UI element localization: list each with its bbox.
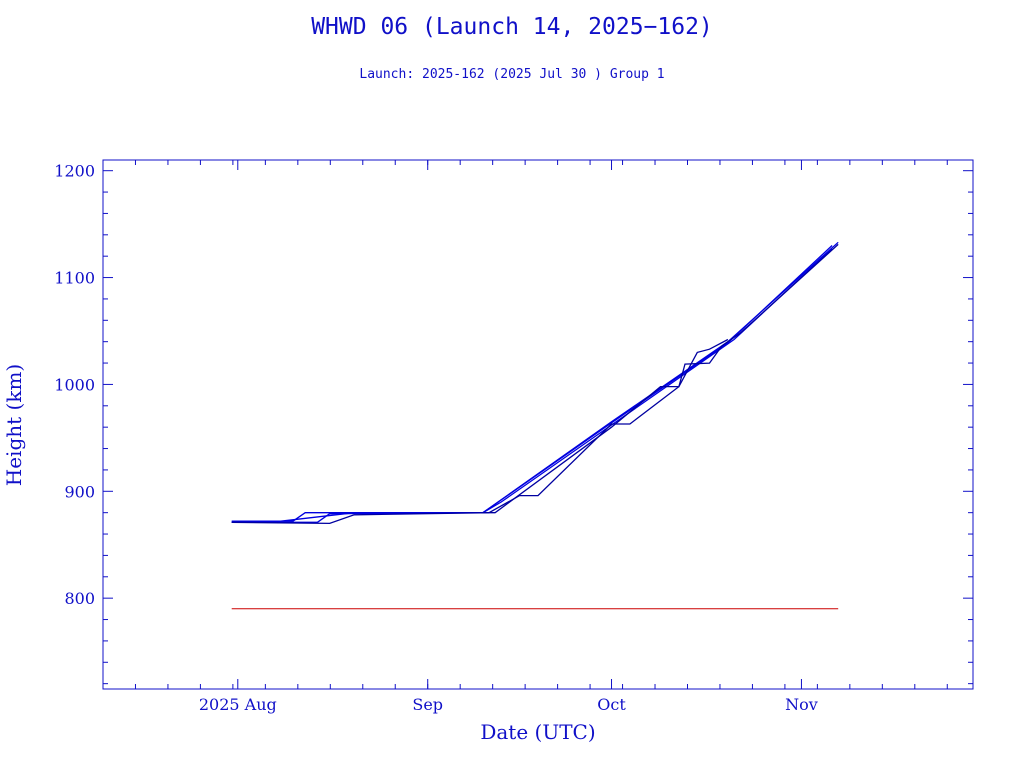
y-tick-label: 1000 — [54, 375, 95, 394]
series-line-object-5 — [482, 338, 729, 514]
series-line-object-3 — [231, 248, 833, 523]
series-line-object-1 — [231, 241, 839, 523]
y-tick-label: 1100 — [54, 269, 95, 288]
y-tick-label: 900 — [64, 482, 95, 501]
plot-frame — [102, 159, 974, 690]
x-tick-label: 2025 Aug — [199, 695, 277, 714]
x-tick-label: Nov — [785, 695, 818, 714]
y-tick-label: 800 — [64, 589, 95, 608]
chart-subtitle: Launch: 2025-162 (2025 Jul 30 ) Group 1 — [359, 67, 665, 82]
y-tick-label: 1200 — [54, 162, 95, 181]
series-line-object-4 — [231, 243, 839, 525]
y-axis-label: Height (km) — [2, 364, 26, 486]
chart-title: WHWD 06 (Launch 14, 2025−162) — [311, 14, 713, 40]
x-tick-label: Sep — [412, 695, 443, 714]
x-axis-label: Date (UTC) — [480, 720, 595, 744]
x-tick-label: Oct — [597, 695, 626, 714]
